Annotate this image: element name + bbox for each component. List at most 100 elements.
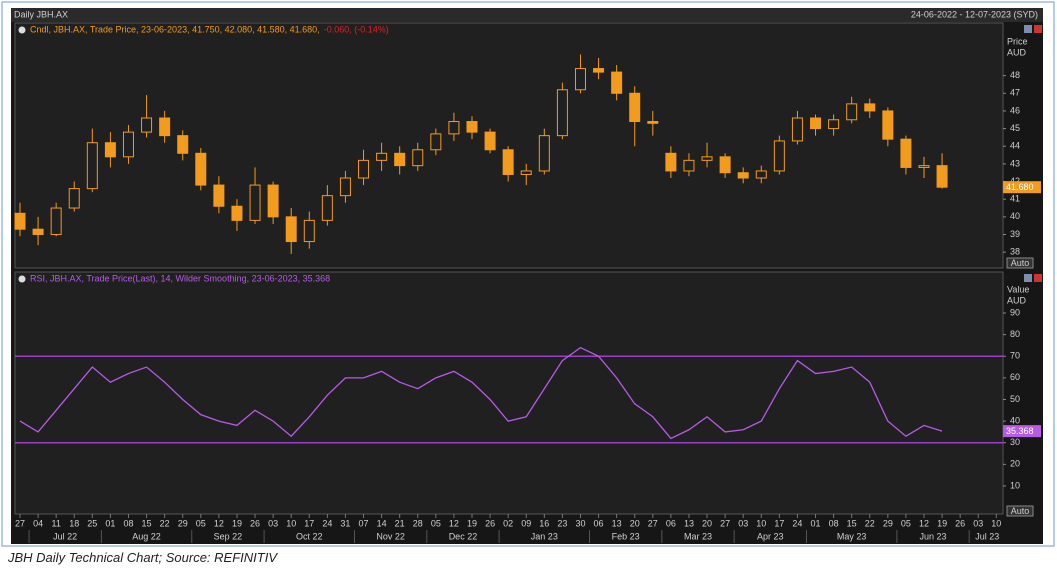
- legend-icon: [18, 275, 26, 283]
- candle-body: [249, 184, 261, 221]
- close-button[interactable]: [1034, 25, 1042, 33]
- y-tick-label: 90: [1010, 307, 1020, 317]
- x-tick-label: 17: [304, 518, 314, 528]
- x-tick-label: 08: [829, 518, 839, 528]
- month-label: Jul 22: [53, 531, 77, 541]
- x-tick-label: 22: [160, 518, 170, 528]
- x-tick-label: 19: [232, 518, 242, 528]
- x-tick-label: 14: [377, 518, 387, 528]
- legend-icon: [18, 26, 26, 34]
- close-button[interactable]: [1034, 274, 1042, 282]
- x-tick-label: 05: [901, 518, 911, 528]
- candle-body: [159, 117, 171, 137]
- candle-body: [502, 149, 514, 175]
- caption: JBH Daily Technical Chart; Source: REFIN…: [8, 550, 277, 565]
- candle-body: [141, 117, 153, 133]
- candle-body: [755, 170, 767, 179]
- y-tick-label: 30: [1010, 437, 1020, 447]
- candle-body: [828, 119, 840, 130]
- candle-body: [32, 228, 44, 235]
- x-tick-label: 18: [69, 518, 79, 528]
- x-tick-label: 30: [575, 518, 585, 528]
- x-tick-label: 20: [702, 518, 712, 528]
- candle-body: [791, 117, 803, 142]
- candle-body: [882, 110, 894, 140]
- candle-body: [86, 142, 98, 190]
- candle-body: [267, 184, 279, 218]
- x-tick-label: 26: [485, 518, 495, 528]
- x-tick-label: 15: [847, 518, 857, 528]
- x-tick-label: 21: [395, 518, 405, 528]
- panel-button[interactable]: [1024, 25, 1032, 33]
- last-value-tag: [1003, 181, 1041, 194]
- x-tick-label: 03: [268, 518, 278, 528]
- candle-body: [122, 131, 134, 158]
- candle-body: [556, 89, 568, 137]
- candle-body: [864, 103, 876, 112]
- x-tick-label: 01: [105, 518, 115, 528]
- chart: Daily JBH.AX 24-06-2022 - 12-07-2023 (SY…: [1, 1, 1055, 547]
- candle-body: [647, 121, 659, 124]
- candle-body: [484, 131, 496, 151]
- panel-button[interactable]: [1024, 274, 1032, 282]
- x-tick-label: 04: [33, 518, 43, 528]
- auto-button[interactable]: [1006, 257, 1034, 269]
- month-label: May 23: [837, 531, 867, 541]
- x-tick-label: 27: [15, 518, 25, 528]
- y-tick-label: 39: [1010, 229, 1020, 239]
- candle-body: [412, 149, 424, 167]
- candle-body: [773, 140, 785, 172]
- y-tick-label: 40: [1010, 211, 1020, 221]
- rsi-panel: [14, 271, 1004, 515]
- auto-label[interactable]: Auto: [1011, 258, 1030, 268]
- price-change: -0.060, (-0.14%): [324, 24, 389, 34]
- auto-label[interactable]: Auto: [1011, 506, 1030, 516]
- axis-label: AUD: [1007, 295, 1027, 305]
- y-tick-label: 38: [1010, 247, 1020, 257]
- x-tick-label: 08: [123, 518, 133, 528]
- y-tick-label: 46: [1010, 105, 1020, 115]
- candle-body: [538, 135, 550, 172]
- candle-body: [918, 165, 930, 168]
- candle-body: [737, 172, 749, 179]
- candle-body: [466, 121, 478, 133]
- y-tick-label: 48: [1010, 70, 1020, 80]
- price-legend: Cndl, JBH.AX, Trade Price, 23-06-2023, 4…: [30, 24, 320, 34]
- candle-body: [593, 68, 605, 73]
- x-tick-label: 07: [359, 518, 369, 528]
- month-label: Jul 23: [975, 531, 999, 541]
- y-tick-label: 44: [1010, 141, 1020, 151]
- month-label: Oct 22: [296, 531, 323, 541]
- x-tick-label: 24: [792, 518, 802, 528]
- candle-body: [285, 216, 297, 243]
- axis-label: AUD: [1007, 47, 1027, 57]
- x-tick-label: 13: [612, 518, 622, 528]
- x-tick-label: 03: [738, 518, 748, 528]
- candle-body: [394, 152, 406, 167]
- candle-body: [701, 156, 713, 161]
- x-tick-label: 31: [340, 518, 350, 528]
- candle-body: [213, 184, 225, 207]
- candle-body: [430, 133, 442, 151]
- x-tick-label: 03: [973, 518, 983, 528]
- candle-body: [104, 142, 116, 158]
- y-tick-label: 70: [1010, 351, 1020, 361]
- month-label: Feb 23: [612, 531, 640, 541]
- candle-body: [846, 103, 858, 121]
- candle-body: [339, 177, 351, 197]
- y-tick-label: 41: [1010, 194, 1020, 204]
- y-tick-label: 60: [1010, 372, 1020, 382]
- y-tick-label: 80: [1010, 329, 1020, 339]
- x-tick-label: 12: [449, 518, 459, 528]
- x-tick-label: 05: [431, 518, 441, 528]
- month-label: Jan 23: [531, 531, 558, 541]
- candle-body: [376, 152, 388, 161]
- auto-button[interactable]: [1006, 505, 1034, 517]
- header-bar: [11, 8, 1043, 22]
- x-tick-label: 26: [955, 518, 965, 528]
- month-label: Jun 23: [920, 531, 947, 541]
- month-label: Apr 23: [757, 531, 784, 541]
- header-title: Daily JBH.AX: [14, 9, 68, 19]
- axis-label: Price: [1007, 36, 1028, 46]
